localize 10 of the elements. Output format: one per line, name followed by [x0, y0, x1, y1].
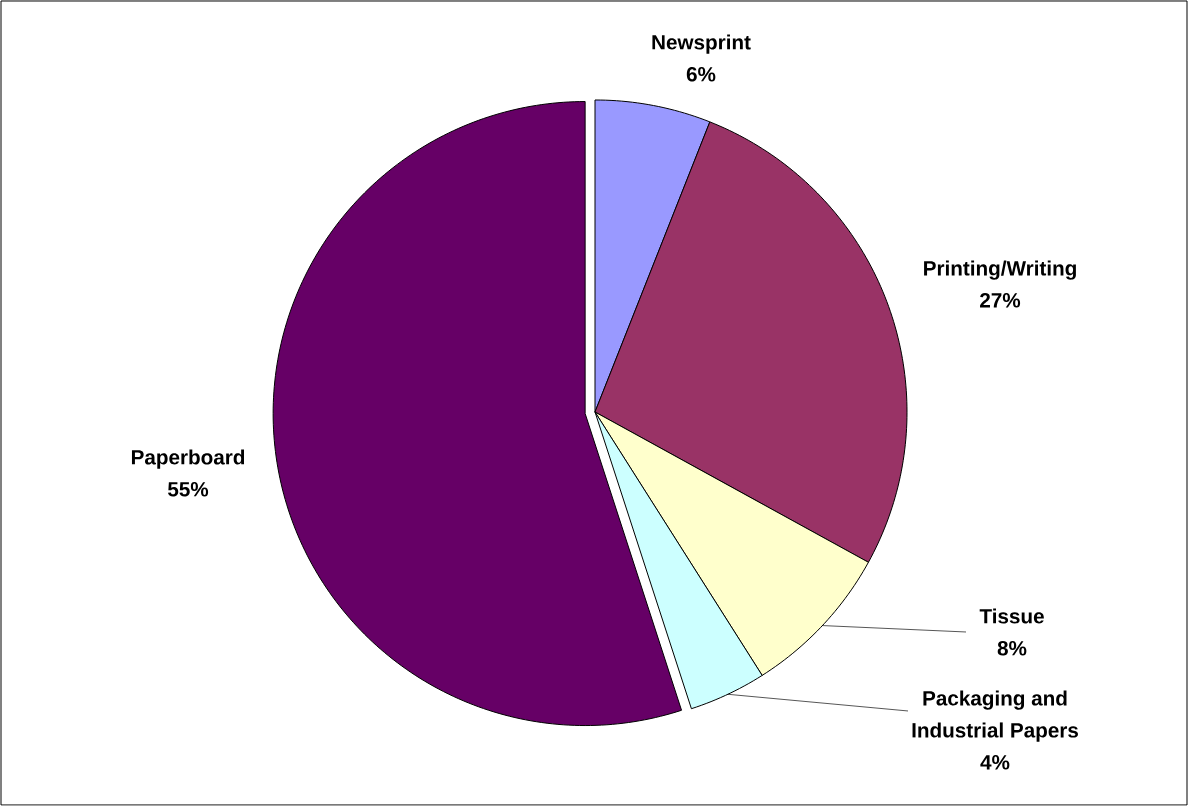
data-label: 4% — [980, 755, 1010, 770]
slice-label: Packaging and Industrial Papers — [912, 690, 1078, 742]
data-label: 8% — [997, 640, 1027, 656]
slice-label: Printing/Writing — [924, 260, 1076, 280]
slice-label: Paperboard — [131, 449, 245, 469]
data-label: 27% — [980, 292, 1021, 308]
data-label: 55% — [167, 482, 209, 497]
data-label: 6% — [686, 66, 716, 82]
slice-label: Tissue — [979, 608, 1044, 624]
slice-label: Newsprint — [652, 34, 751, 54]
